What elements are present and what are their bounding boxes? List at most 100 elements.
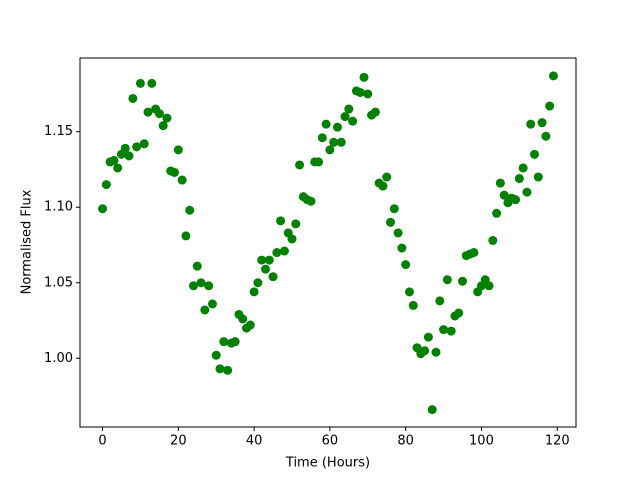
data-point — [340, 112, 350, 122]
x-tick-label: 20 — [170, 434, 187, 449]
data-point — [344, 104, 354, 114]
data-point — [230, 337, 240, 347]
data-point — [393, 228, 403, 238]
data-point — [382, 172, 392, 182]
data-point — [420, 346, 430, 356]
x-tick-label: 60 — [322, 434, 339, 449]
data-point — [423, 332, 433, 342]
data-point — [408, 300, 418, 310]
x-tick-label: 40 — [246, 434, 263, 449]
data-point — [173, 145, 183, 155]
data-point — [488, 235, 498, 245]
data-point — [314, 157, 324, 167]
plot-frame — [79, 57, 577, 428]
data-point — [370, 107, 380, 117]
data-point — [196, 278, 206, 288]
data-point — [511, 195, 521, 205]
data-point — [139, 139, 149, 149]
data-point — [321, 119, 331, 129]
data-point — [260, 264, 270, 274]
y-tick-label: 1.00 — [44, 351, 73, 366]
y-tick-label: 1.15 — [44, 124, 73, 139]
data-point — [442, 275, 452, 285]
data-point — [158, 121, 168, 131]
data-point — [120, 143, 130, 153]
data-point — [548, 71, 558, 81]
x-tick-label: 120 — [545, 434, 570, 449]
x-axis-label: Time (Hours) — [285, 456, 370, 471]
data-point — [238, 314, 248, 324]
data-point — [132, 142, 142, 152]
data-point — [170, 167, 180, 177]
data-point — [530, 149, 540, 159]
data-point — [200, 305, 210, 315]
data-point — [348, 116, 358, 126]
data-point — [98, 204, 108, 214]
data-point — [389, 204, 399, 214]
data-point — [499, 190, 509, 200]
data-point — [495, 178, 505, 188]
data-point — [188, 281, 198, 291]
x-tick-label: 100 — [469, 434, 494, 449]
data-point — [264, 255, 274, 265]
data-point — [355, 87, 365, 97]
data-point — [219, 337, 229, 347]
data-point — [245, 320, 255, 330]
data-point — [363, 89, 373, 99]
data-point — [154, 109, 164, 119]
y-axis-label: Normalised Flux — [20, 189, 35, 294]
data-point — [397, 243, 407, 253]
data-point — [215, 364, 225, 374]
data-point — [454, 308, 464, 318]
data-point — [386, 217, 396, 227]
data-point — [257, 255, 267, 265]
data-point — [279, 246, 289, 256]
data-point — [458, 276, 468, 286]
data-point — [359, 72, 369, 82]
data-point — [533, 172, 543, 182]
data-point — [317, 133, 327, 143]
y-tick-label: 1.10 — [44, 200, 73, 215]
data-point — [128, 93, 138, 103]
data-point — [101, 180, 111, 190]
x-tick-label: 80 — [397, 434, 414, 449]
data-point — [253, 278, 263, 288]
data-point — [276, 216, 286, 226]
data-point — [435, 296, 445, 306]
data-point — [135, 78, 145, 88]
data-point — [469, 248, 479, 258]
data-point — [192, 261, 202, 271]
data-point — [484, 281, 494, 291]
data-point — [514, 174, 524, 184]
data-point — [427, 405, 437, 415]
data-point — [541, 131, 551, 141]
data-point — [325, 145, 335, 155]
data-point — [336, 137, 346, 147]
data-point — [522, 187, 532, 197]
data-point — [492, 208, 502, 218]
data-point — [545, 101, 555, 111]
data-point — [401, 260, 411, 270]
data-point — [272, 248, 282, 258]
data-point — [185, 205, 195, 215]
data-point — [332, 122, 342, 132]
x-tick-label: 0 — [98, 434, 106, 449]
data-point — [295, 160, 305, 170]
data-point — [404, 287, 414, 297]
data-point — [287, 234, 297, 244]
data-point — [446, 326, 456, 336]
data-point — [177, 175, 187, 185]
data-point — [439, 325, 449, 335]
data-point — [306, 196, 316, 206]
y-tick-label: 1.05 — [44, 275, 73, 290]
data-point — [268, 272, 278, 282]
data-point — [526, 119, 536, 129]
data-point — [211, 350, 221, 360]
data-point — [162, 113, 172, 123]
data-point — [223, 365, 233, 375]
data-point — [113, 163, 123, 173]
data-point — [431, 347, 441, 357]
data-point — [204, 281, 214, 291]
data-point — [143, 107, 153, 117]
